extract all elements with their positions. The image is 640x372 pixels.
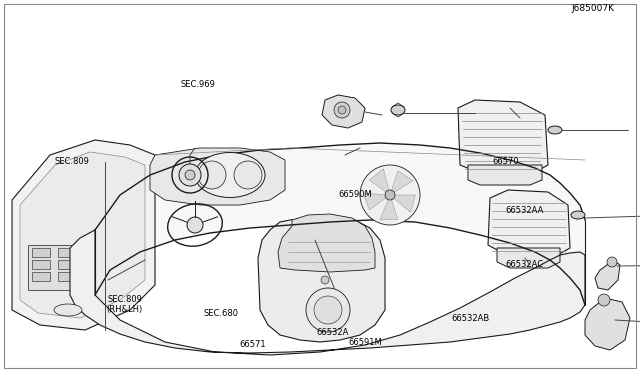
Polygon shape <box>585 298 630 350</box>
Circle shape <box>187 217 203 233</box>
Text: 66590M: 66590M <box>339 190 372 199</box>
Polygon shape <box>497 248 560 268</box>
Text: SEC.969: SEC.969 <box>181 80 216 89</box>
Circle shape <box>185 170 195 180</box>
Polygon shape <box>95 143 585 305</box>
Text: SEC.809: SEC.809 <box>54 157 89 166</box>
Polygon shape <box>278 214 375 272</box>
Polygon shape <box>58 272 76 281</box>
Polygon shape <box>12 140 155 330</box>
Ellipse shape <box>548 126 562 134</box>
Polygon shape <box>58 248 76 257</box>
Text: 66571: 66571 <box>239 340 266 349</box>
Polygon shape <box>369 169 390 195</box>
Polygon shape <box>322 95 365 128</box>
Polygon shape <box>363 193 390 210</box>
Ellipse shape <box>195 153 265 198</box>
Circle shape <box>234 161 262 189</box>
Polygon shape <box>380 195 398 220</box>
Polygon shape <box>488 190 570 258</box>
Circle shape <box>321 276 329 284</box>
Polygon shape <box>390 171 413 195</box>
Text: 66532AC: 66532AC <box>506 260 544 269</box>
Polygon shape <box>32 260 50 269</box>
Circle shape <box>360 165 420 225</box>
Circle shape <box>179 164 201 186</box>
Polygon shape <box>458 100 548 175</box>
Ellipse shape <box>391 105 405 115</box>
Text: 66591M: 66591M <box>348 338 381 347</box>
Polygon shape <box>70 230 585 355</box>
Text: SEC.680: SEC.680 <box>204 309 238 318</box>
Polygon shape <box>595 260 620 290</box>
Ellipse shape <box>571 211 585 219</box>
Polygon shape <box>258 218 385 342</box>
Text: 66532AB: 66532AB <box>451 314 490 323</box>
Text: SEC.809
(RH&LH): SEC.809 (RH&LH) <box>107 295 143 314</box>
Text: 66532A: 66532A <box>317 328 349 337</box>
Polygon shape <box>32 248 50 257</box>
Circle shape <box>314 296 342 324</box>
Polygon shape <box>20 152 145 318</box>
Polygon shape <box>390 195 415 212</box>
Polygon shape <box>58 260 76 269</box>
Polygon shape <box>32 272 50 281</box>
Circle shape <box>198 161 226 189</box>
Circle shape <box>334 102 350 118</box>
Text: 66570: 66570 <box>493 157 520 166</box>
Text: 66532AA: 66532AA <box>506 206 544 215</box>
Circle shape <box>338 106 346 114</box>
Polygon shape <box>28 245 80 290</box>
Circle shape <box>598 294 610 306</box>
Text: J685007K: J685007K <box>572 4 614 13</box>
Circle shape <box>607 257 617 267</box>
Circle shape <box>385 190 395 200</box>
Polygon shape <box>150 148 285 205</box>
Circle shape <box>306 288 350 332</box>
Ellipse shape <box>54 304 82 316</box>
Polygon shape <box>468 165 542 185</box>
